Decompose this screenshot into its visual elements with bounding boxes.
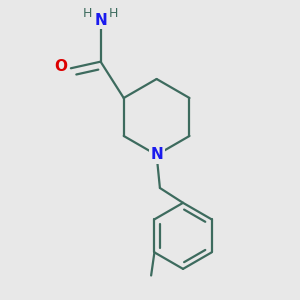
Text: N: N bbox=[150, 148, 163, 163]
Text: N: N bbox=[94, 13, 107, 28]
Text: O: O bbox=[55, 59, 68, 74]
Text: H: H bbox=[83, 7, 92, 20]
Text: H: H bbox=[109, 7, 119, 20]
